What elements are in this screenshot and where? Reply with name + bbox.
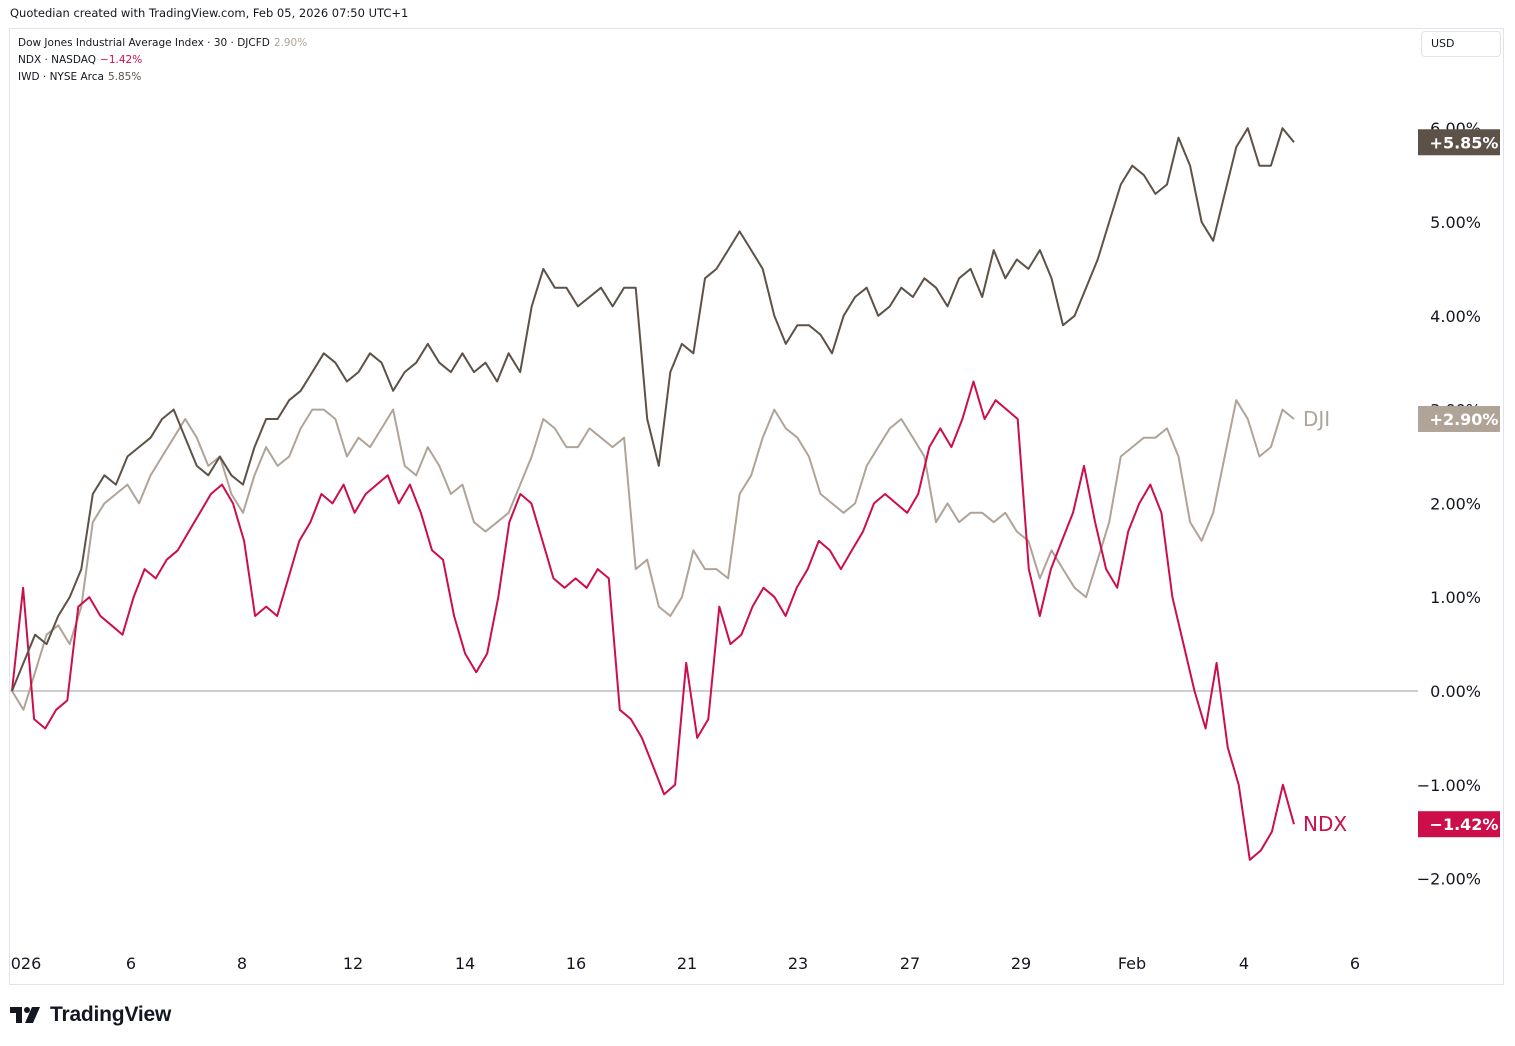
y-tick-label: −1.00% (1417, 776, 1481, 795)
legend-row-dji[interactable]: Dow Jones Industrial Average Index · 30 … (18, 35, 307, 52)
legend-symbol: IWD · NYSE Arca (18, 71, 104, 83)
x-tick-label: 026 (11, 954, 42, 973)
x-tick-label: 12 (343, 954, 363, 973)
x-tick-label: 8 (237, 954, 247, 973)
x-tick-label: 4 (1239, 954, 1249, 973)
last-value-badge-text: +5.85% (1430, 133, 1499, 152)
x-tick-label: 21 (677, 954, 697, 973)
y-tick-label: 2.00% (1430, 494, 1481, 513)
x-tick-label: 6 (1350, 954, 1360, 973)
x-tick-label: 14 (455, 954, 475, 973)
y-tick-label: 4.00% (1430, 307, 1481, 326)
y-tick-label: 0.00% (1430, 682, 1481, 701)
last-value-badge-text: −1.42% (1430, 815, 1499, 834)
last-value-badge (1418, 405, 1500, 432)
legend-value: 5.85% (107, 71, 142, 83)
legend-value: −1.42% (100, 54, 143, 66)
series-line-iwd (11, 127, 1295, 692)
x-tick-label: 6 (126, 954, 136, 973)
y-tick-label: 5.00% (1430, 213, 1481, 232)
x-tick-label: 29 (1011, 954, 1031, 973)
last-value-badge-text: +2.90% (1430, 410, 1499, 429)
chart-attribution: Quotedian created with TradingView.com, … (10, 6, 409, 20)
series-line-ndx (11, 380, 1295, 861)
series-legend: Dow Jones Industrial Average Index · 30 … (18, 35, 307, 86)
series-end-label: NDX (1303, 812, 1347, 836)
legend-value: 2.90% (273, 37, 308, 49)
chart-frame (9, 28, 1504, 985)
legend-symbol: NDX · NASDAQ (18, 54, 97, 66)
tradingview-logo-text: TradingView (50, 1003, 172, 1026)
x-tick-label: 27 (900, 954, 920, 973)
series-end-label: DJI (1303, 407, 1330, 431)
y-tick-label: −2.00% (1417, 870, 1481, 889)
last-value-badge (1418, 811, 1500, 838)
tradingview-logo-icon (10, 1007, 40, 1023)
currency-button[interactable]: USD (1421, 31, 1501, 57)
legend-symbol: Dow Jones Industrial Average Index · 30 … (18, 37, 270, 49)
tradingview-logo[interactable]: TradingView (10, 1003, 171, 1027)
x-tick-label: 16 (566, 954, 586, 973)
y-tick-label: 1.00% (1430, 588, 1481, 607)
x-tick-label: 23 (788, 954, 808, 973)
series-line-dji (11, 399, 1295, 711)
legend-row-iwd[interactable]: IWD · NYSE Arca 5.85% (18, 69, 307, 86)
x-tick-label: Feb (1118, 954, 1146, 973)
last-value-badge (1418, 129, 1500, 156)
legend-row-ndx[interactable]: NDX · NASDAQ −1.42% (18, 52, 307, 69)
